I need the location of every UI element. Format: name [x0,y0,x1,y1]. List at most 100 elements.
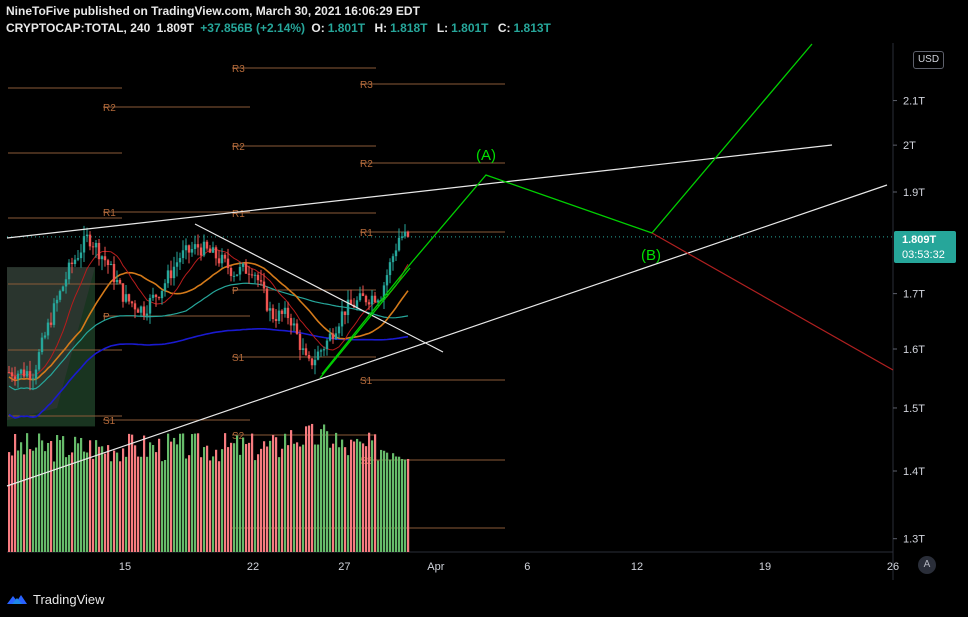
volume-bar [173,437,176,552]
candle-body [103,256,107,261]
candle-body [121,283,125,302]
close-label: C: [497,21,511,35]
candle-body [406,231,410,237]
volume-bar [215,449,218,552]
candle-body [205,241,209,249]
volume-bar [143,435,146,552]
volume-bar [59,440,62,552]
volume-bar [164,459,167,552]
volume-bar [248,442,251,552]
volume-bar [206,445,209,552]
volume-bar [44,451,47,552]
candle-body [259,280,263,282]
candle-body [127,294,131,302]
upper-channel-line [6,144,833,239]
candle-body [394,250,398,257]
candle-body [286,307,290,319]
volume-bar [71,452,74,552]
candle-body [115,279,119,283]
symbol-label[interactable]: CRYPTOCAP:TOTAL, 240 [6,21,151,35]
volume-bar [146,456,149,552]
volume-bar [377,460,380,552]
volume-bar [344,447,347,552]
volume-bar [236,435,239,552]
candle-body [226,258,230,268]
candle-body [328,333,332,341]
candle-body [142,306,146,316]
candle-body [373,295,377,303]
candle-body [223,254,227,259]
candle-body [235,274,239,276]
candle-body [244,263,248,274]
volume-bar [392,453,395,552]
y-tick-label: 2.1T [903,96,925,108]
volume-bar [290,430,293,552]
candle-body [178,258,182,263]
volume-bar [158,438,161,552]
volume-bar [383,450,386,552]
volume-bar [326,431,329,552]
candle-body [163,283,167,291]
volume-bar [257,454,260,552]
candle-body [241,263,245,267]
open-label: O: [311,21,325,35]
volume-bar [65,457,68,552]
candle-body [238,266,242,275]
candle-body [319,350,323,352]
volume-bar [308,425,311,552]
candle-body [49,322,53,325]
candle-body [388,262,392,276]
x-tick-label: 6 [524,561,530,573]
currency-button[interactable]: USD [913,51,944,69]
candle-body [193,244,197,250]
x-tick-label: 26 [887,561,899,573]
volume-bar [125,456,128,552]
candle-body [250,274,254,276]
volume-bar [254,460,257,552]
pivot-label: S1 [232,353,245,364]
volume-bar [68,454,71,552]
candle-body [292,323,296,326]
pivot-label: R1 [232,209,245,220]
candle-body [295,323,299,334]
candle-body [106,260,110,265]
y-tick-label: 1.6T [903,344,925,356]
volume-bar [260,448,263,552]
candle-body [157,297,161,299]
pivot-label: S2 [232,431,245,442]
candle-body [85,234,89,237]
volume-bar [245,444,248,552]
volume-bar [50,441,53,552]
candle-body [184,245,188,251]
candle-body [70,262,74,265]
wave-projection-line [321,43,813,375]
volume-bar [62,436,65,552]
volume-bar [386,452,389,552]
candle-body [145,313,149,316]
current-price-value: 1.809T [902,234,937,246]
candle-body [307,355,311,359]
y-tick-label: 1.7T [903,289,925,301]
candle-body [172,266,176,279]
candle-body [133,303,137,310]
volume-bar [218,461,221,552]
volume-bar [137,456,140,552]
volume-bar [17,450,20,552]
publish-line: NineToFive published on TradingView.com,… [6,4,420,18]
candle-body [154,294,158,298]
candle-body [343,311,347,316]
candle-body [13,376,17,380]
candle-body [139,306,143,313]
auto-scale-button[interactable]: A [918,556,936,574]
candle-body [196,244,200,248]
volume-bar [194,433,197,552]
volume-bar [263,441,266,552]
y-tick-label: 1.5T [903,403,925,415]
volume-bar [35,447,38,552]
highlight-zone [7,267,95,427]
candle-body [280,310,284,314]
x-tick-label: 27 [338,561,350,573]
candle-body [28,371,32,380]
volume-bar [227,447,230,552]
